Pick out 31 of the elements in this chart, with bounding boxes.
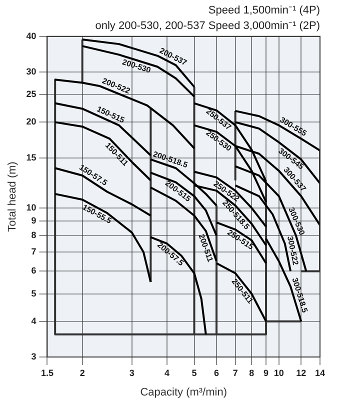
chart-title: Speed 1,500min⁻¹ (4P) xyxy=(208,4,320,17)
y-tick-label: 30 xyxy=(26,66,36,76)
y-tick-label: 10 xyxy=(26,202,36,212)
x-tick-label: 2 xyxy=(80,368,85,378)
x-tick-label: 14 xyxy=(314,368,326,378)
y-tick-label: 7 xyxy=(31,246,36,257)
text: 200-530 xyxy=(121,57,152,76)
x-tick-label: 3 xyxy=(129,368,134,378)
x-tick-label: 6 xyxy=(214,368,220,378)
y-tick-label: 4 xyxy=(31,316,36,326)
y-axis-title: Total head (m) xyxy=(6,162,19,232)
x-tick-label: 12 xyxy=(296,368,306,378)
y-tick-label: 3 xyxy=(31,351,36,362)
text: 300-522 xyxy=(285,235,300,266)
x-tick-label: 7 xyxy=(232,368,238,378)
chart-subtitle: only 200-530, 200-537 Speed 3,000min⁻¹ (2P) xyxy=(95,20,320,32)
x-tick-label: 4 xyxy=(164,368,170,378)
y-tick-label: 25 xyxy=(26,89,36,100)
x-tick-label: 1.5 xyxy=(40,368,54,378)
y-tick-label: 9 xyxy=(31,216,36,226)
x-axis-title: Capacity (m³/min) xyxy=(140,386,228,398)
x-tick-label: 9 xyxy=(264,368,269,378)
y-tick-label: 5 xyxy=(31,288,36,298)
x-tick-label: 8 xyxy=(249,368,254,378)
y-tick-label: 6 xyxy=(31,266,36,276)
x-tick-label: 5 xyxy=(192,368,197,378)
y-tick-label: 40 xyxy=(26,30,36,41)
y-tick-label: 8 xyxy=(31,230,36,240)
y-tick-label: 20 xyxy=(26,116,36,127)
y-tick-label: 15 xyxy=(26,152,36,162)
x-tick-label: 10 xyxy=(274,368,284,378)
